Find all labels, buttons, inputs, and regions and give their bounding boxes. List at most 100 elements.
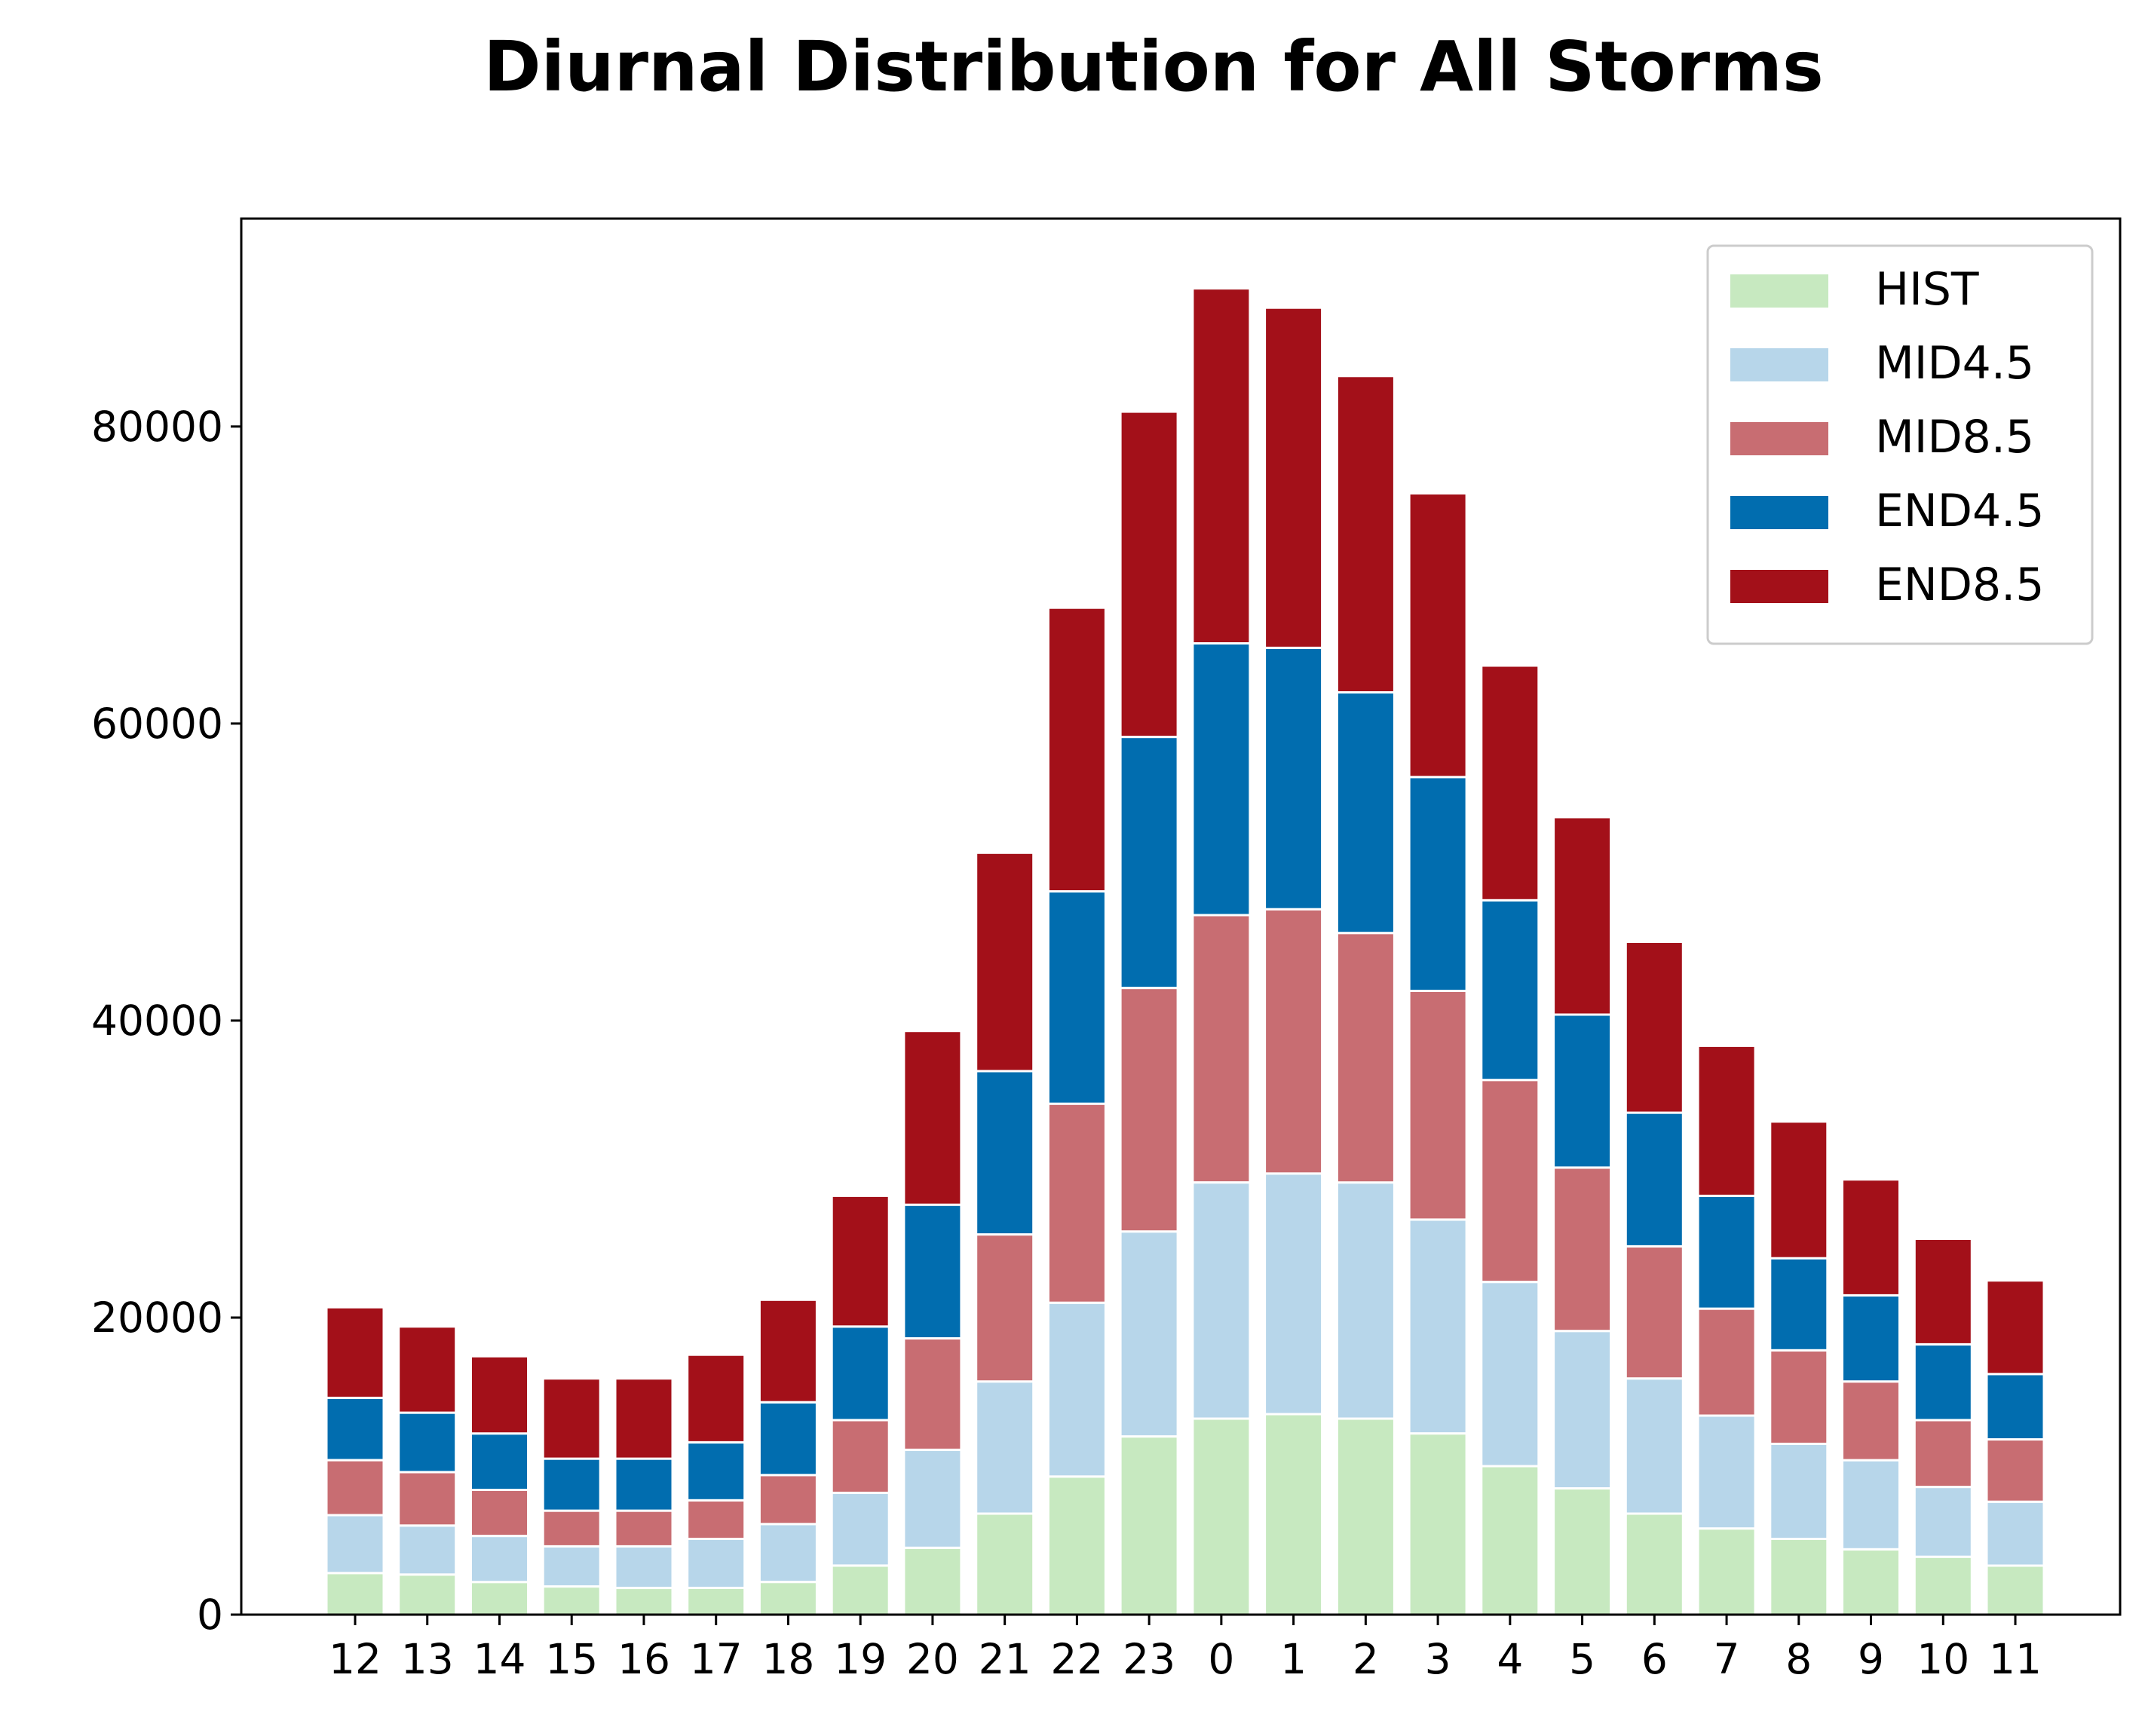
bar-end8-5-15 [541, 1377, 602, 1460]
bar-end4-5-17 [686, 1441, 746, 1502]
bar-mid4-5-5 [1552, 1330, 1613, 1490]
x-tick-label: 7 [1714, 1635, 1740, 1683]
bar-end8-5-17 [686, 1353, 746, 1444]
bar-mid4-5-19 [830, 1491, 890, 1567]
bar-mid4-5-3 [1408, 1218, 1468, 1435]
legend-swatch-end8-5 [1730, 570, 1828, 603]
bar-end8-5-12 [325, 1306, 385, 1399]
y-axis: 0 20000 40000 60000 80000 [91, 403, 241, 1639]
bars-group [325, 287, 2045, 1616]
x-tick-label: 18 [761, 1635, 814, 1683]
bar-mid8-5-20 [902, 1337, 963, 1451]
bar-mid8-5-11 [1985, 1438, 2045, 1503]
bar-mid8-5-3 [1408, 990, 1468, 1221]
x-tick-label: 9 [1858, 1635, 1884, 1683]
y-tick-label: 20000 [91, 1294, 223, 1342]
bar-hist-3 [1408, 1432, 1468, 1616]
x-tick-label: 10 [1917, 1635, 1969, 1683]
bar-hist-20 [902, 1546, 963, 1616]
bar-end4-5-19 [830, 1325, 890, 1422]
bar-end4-5-9 [1841, 1294, 1901, 1383]
bar-end8-5-1 [1264, 306, 1324, 649]
bar-hist-19 [830, 1564, 890, 1616]
bar-mid8-5-12 [325, 1459, 385, 1517]
bar-mid8-5-1 [1264, 908, 1324, 1175]
bar-mid4-5-15 [541, 1545, 602, 1588]
bar-mid8-5-19 [830, 1419, 890, 1494]
bar-hist-9 [1841, 1548, 1901, 1616]
bar-end4-5-3 [1408, 776, 1468, 993]
bar-mid4-5-7 [1696, 1414, 1757, 1530]
legend-swatch-mid8-5 [1730, 422, 1828, 455]
bar-end4-5-15 [541, 1457, 602, 1512]
bar-hist-16 [614, 1587, 674, 1616]
bar-mid4-5-4 [1480, 1281, 1540, 1468]
bar-hist-22 [1046, 1475, 1107, 1616]
bar-mid4-5-12 [325, 1514, 385, 1575]
bar-hist-7 [1696, 1527, 1757, 1616]
x-tick-label: 12 [329, 1635, 381, 1683]
bar-end8-5-3 [1408, 492, 1468, 779]
bar-hist-2 [1335, 1417, 1396, 1616]
bar-hist-12 [325, 1572, 385, 1616]
bar-end8-5-13 [397, 1325, 458, 1414]
legend-label: END4.5 [1875, 485, 2044, 537]
bar-mid8-5-21 [975, 1233, 1035, 1383]
bar-mid8-5-4 [1480, 1079, 1540, 1284]
bar-hist-8 [1769, 1538, 1829, 1616]
bar-end4-5-14 [470, 1432, 529, 1491]
bar-mid4-5-0 [1191, 1181, 1252, 1420]
bar-hist-11 [1985, 1564, 2045, 1616]
x-tick-label: 0 [1208, 1635, 1234, 1683]
bar-end4-5-20 [902, 1203, 963, 1340]
bar-end4-5-21 [975, 1070, 1035, 1236]
x-tick-label: 19 [834, 1635, 887, 1683]
bar-mid4-5-13 [397, 1524, 458, 1576]
bar-hist-4 [1480, 1465, 1540, 1616]
bar-mid4-5-6 [1624, 1377, 1684, 1515]
bar-end8-5-2 [1335, 375, 1396, 693]
x-tick-label: 11 [1989, 1635, 2042, 1683]
bar-end4-5-13 [397, 1411, 458, 1474]
legend: HIST MID4.5 MID8.5 END4.5 END8.5 [1706, 244, 2094, 645]
bar-mid8-5-5 [1552, 1166, 1613, 1333]
bar-end8-5-10 [1913, 1238, 1973, 1346]
bar-mid4-5-22 [1046, 1301, 1107, 1478]
bar-end4-5-0 [1191, 642, 1252, 917]
bar-end8-5-16 [614, 1377, 674, 1460]
bar-mid8-5-6 [1624, 1245, 1684, 1380]
x-tick-label: 13 [401, 1635, 454, 1683]
legend-box [1706, 244, 2094, 645]
legend-label: MID8.5 [1875, 411, 2034, 464]
x-tick-label: 3 [1425, 1635, 1451, 1683]
bar-mid4-5-10 [1913, 1486, 1973, 1558]
x-tick-label: 22 [1050, 1635, 1103, 1683]
bar-mid8-5-13 [397, 1471, 458, 1527]
y-tick-label: 80000 [91, 403, 223, 451]
bar-end8-5-9 [1841, 1178, 1901, 1297]
bar-mid8-5-16 [614, 1509, 674, 1548]
bar-mid4-5-20 [902, 1448, 963, 1549]
x-axis: 12 13 14 15 16 17 18 19 20 21 22 23 0 1 2 3 4 5 6 7 8 9 10 11 [329, 1615, 2042, 1683]
bar-end4-5-1 [1264, 646, 1324, 911]
bar-end4-5-11 [1985, 1373, 2045, 1441]
legend-label: END8.5 [1875, 559, 2044, 611]
x-tick-label: 8 [1785, 1635, 1812, 1683]
chart-title: Diurnal Distribution for All Storms [483, 26, 1823, 107]
bar-mid4-5-23 [1119, 1230, 1179, 1438]
y-tick-label: 40000 [91, 997, 223, 1045]
x-tick-label: 5 [1569, 1635, 1595, 1683]
plot-frame [240, 217, 2122, 1616]
bar-mid8-5-8 [1769, 1349, 1829, 1445]
bar-hist-6 [1624, 1512, 1684, 1616]
bar-end8-5-18 [758, 1298, 818, 1404]
bar-end8-5-14 [470, 1355, 529, 1435]
bar-mid8-5-10 [1913, 1419, 1973, 1489]
legend-label: HIST [1875, 263, 1979, 316]
x-tick-label: 14 [473, 1635, 526, 1683]
x-tick-label: 23 [1123, 1635, 1175, 1683]
bar-hist-23 [1119, 1435, 1179, 1616]
bar-mid4-5-14 [470, 1535, 529, 1584]
bar-end4-5-10 [1913, 1343, 1973, 1422]
